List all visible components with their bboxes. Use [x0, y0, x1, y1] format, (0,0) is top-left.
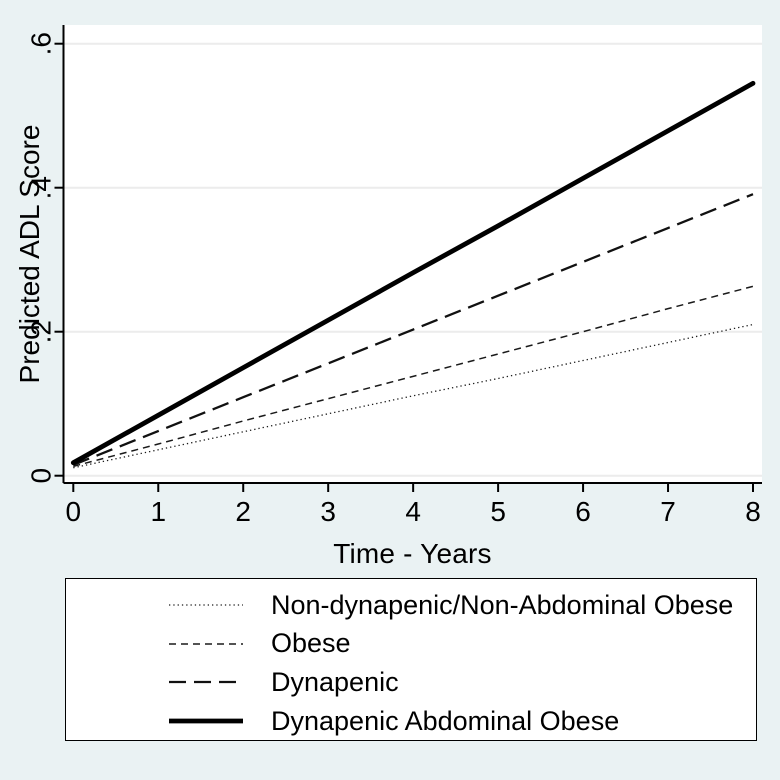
plot-area: 0 1 2 3 4 5 6 7 8 0 .2 .4 .6 — [26, 25, 762, 527]
plot-background — [63, 25, 762, 483]
legend-row-obese: Obese — [66, 625, 756, 664]
y-tick-label: 0 — [26, 468, 57, 484]
x-tick-label: 8 — [745, 496, 761, 527]
legend-swatch-dotted — [169, 604, 243, 606]
x-tick-label: 1 — [150, 496, 166, 527]
legend-row-dynapenic: Dynapenic — [66, 663, 756, 702]
y-tick-label: .4 — [26, 176, 57, 199]
legend-label: Obese — [271, 628, 351, 659]
y-axis-title: Predicted ADL Score — [14, 124, 45, 384]
y-tick-label: .2 — [26, 320, 57, 343]
legend-label: Dynapenic Abdominal Obese — [271, 705, 620, 736]
x-tick-label: 3 — [320, 496, 336, 527]
x-tick-label: 7 — [660, 496, 676, 527]
legend-swatch-short-dash — [169, 643, 243, 645]
legend-label: Dynapenic — [271, 666, 399, 697]
legend-row-non-dynapenic: Non-dynapenic/Non-Abdominal Obese — [66, 586, 756, 625]
series-line-solid — [70, 80, 756, 466]
legend-label: Non-dynapenic/Non-Abdominal Obese — [271, 589, 734, 620]
x-tick-label: 5 — [490, 496, 506, 527]
legend-row-dynapenic-abdominal-obese: Dynapenic Abdominal Obese — [66, 702, 756, 741]
x-tick-label: 0 — [66, 496, 82, 527]
y-tick-label: .6 — [26, 32, 57, 55]
series-line-short-dash — [73, 285, 754, 468]
x-tick-label: 4 — [405, 496, 421, 527]
legend: Non-dynapenic/Non-Abdominal Obese Obese … — [65, 578, 757, 741]
series-line-long-dash — [72, 193, 754, 466]
x-axis-title: Time - Years — [333, 538, 492, 569]
legend-swatch-solid — [169, 718, 243, 724]
x-tick-label: 6 — [575, 496, 591, 527]
legend-swatch-long-dash — [169, 681, 243, 684]
x-tick-label: 2 — [235, 496, 251, 527]
